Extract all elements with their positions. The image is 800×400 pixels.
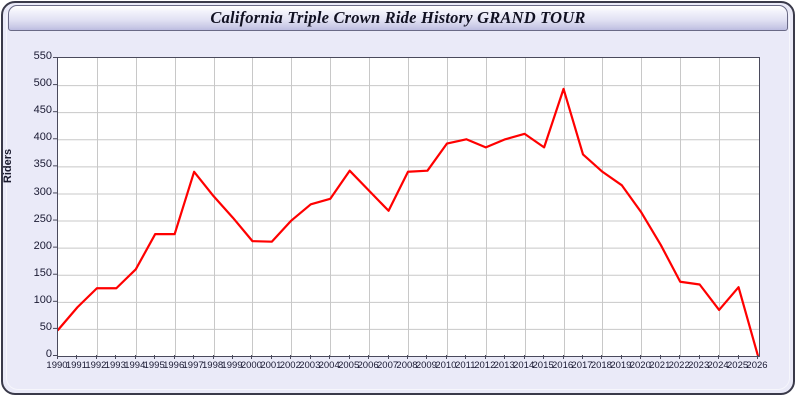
y-tick-label: 100 — [33, 293, 52, 306]
x-tick-label: 2021 — [649, 360, 671, 371]
x-axis-ticks: 1990 1991 1992 1993 1994 1995 1996 1997 1998 1999… — [0, 360, 800, 376]
x-tick-label: 2022 — [668, 360, 690, 371]
grid-lines — [58, 58, 759, 356]
x-tick-label: 2006 — [357, 360, 379, 371]
y-axis-ticks: 0 50 100 150 200 250 300 350 400 450 500 550 — [6, 0, 52, 400]
y-tick-label: 150 — [33, 266, 52, 279]
x-tick-label: 2005 — [338, 360, 360, 371]
x-tick-label: 2011 — [455, 360, 476, 371]
x-tick-label: 1995 — [143, 360, 165, 371]
x-tick-label: 2018 — [590, 360, 612, 371]
x-tick-label: 2008 — [396, 360, 418, 371]
x-tick-label: 1996 — [163, 360, 185, 371]
x-tick-label: 1997 — [182, 360, 204, 371]
x-tick-label: 2019 — [610, 360, 632, 371]
x-tick-label: 2010 — [435, 360, 457, 371]
title-bar: California Triple Crown Ride History GRA… — [8, 5, 788, 31]
y-tick-label: 0 — [45, 348, 52, 360]
x-tick-label: 2026 — [746, 360, 768, 371]
x-tick-label: 2015 — [532, 360, 554, 371]
x-tick-label: 2000 — [240, 360, 262, 371]
y-tick-label: 550 — [33, 50, 52, 62]
x-tick-label: 2025 — [727, 360, 749, 371]
x-tick-label: 2012 — [474, 360, 496, 371]
y-tick-label: 500 — [33, 77, 52, 90]
y-tick-label: 400 — [33, 131, 52, 144]
x-tick-label: 2013 — [493, 360, 515, 371]
x-tick-label: 2017 — [571, 360, 593, 371]
data-series-line — [58, 87, 759, 356]
y-tick-label: 50 — [39, 320, 52, 333]
x-tick-label: 1992 — [85, 360, 107, 371]
x-tick-label: 1990 — [46, 360, 68, 371]
x-tick-label: 2020 — [629, 360, 651, 371]
x-tick-label: 1991 — [65, 360, 87, 371]
x-tick-label: 2016 — [552, 360, 574, 371]
x-tick-label: 2004 — [318, 360, 340, 371]
y-tick-label: 450 — [33, 104, 52, 117]
x-tick-label: 2024 — [707, 360, 729, 371]
x-tick-label: 1998 — [202, 360, 224, 371]
x-tick-label: 2014 — [513, 360, 535, 371]
x-tick-label: 1994 — [124, 360, 146, 371]
page-title: California Triple Crown Ride History GRA… — [210, 8, 586, 27]
x-tick-label: 1993 — [104, 360, 126, 371]
x-tick-label: 1999 — [221, 360, 243, 371]
x-tick-label: 2023 — [688, 360, 710, 371]
y-tick-label: 300 — [33, 185, 52, 198]
x-tick-label: 2001 — [260, 360, 282, 371]
x-tick-label: 2003 — [299, 360, 321, 371]
x-tick-label: 2007 — [377, 360, 399, 371]
plot-area — [57, 57, 760, 357]
y-tick-label: 250 — [33, 212, 52, 225]
y-tick-label: 350 — [33, 158, 52, 171]
x-tick-label: 2002 — [279, 360, 301, 371]
x-tick-label: 2009 — [415, 360, 437, 371]
y-tick-label: 200 — [33, 239, 52, 252]
